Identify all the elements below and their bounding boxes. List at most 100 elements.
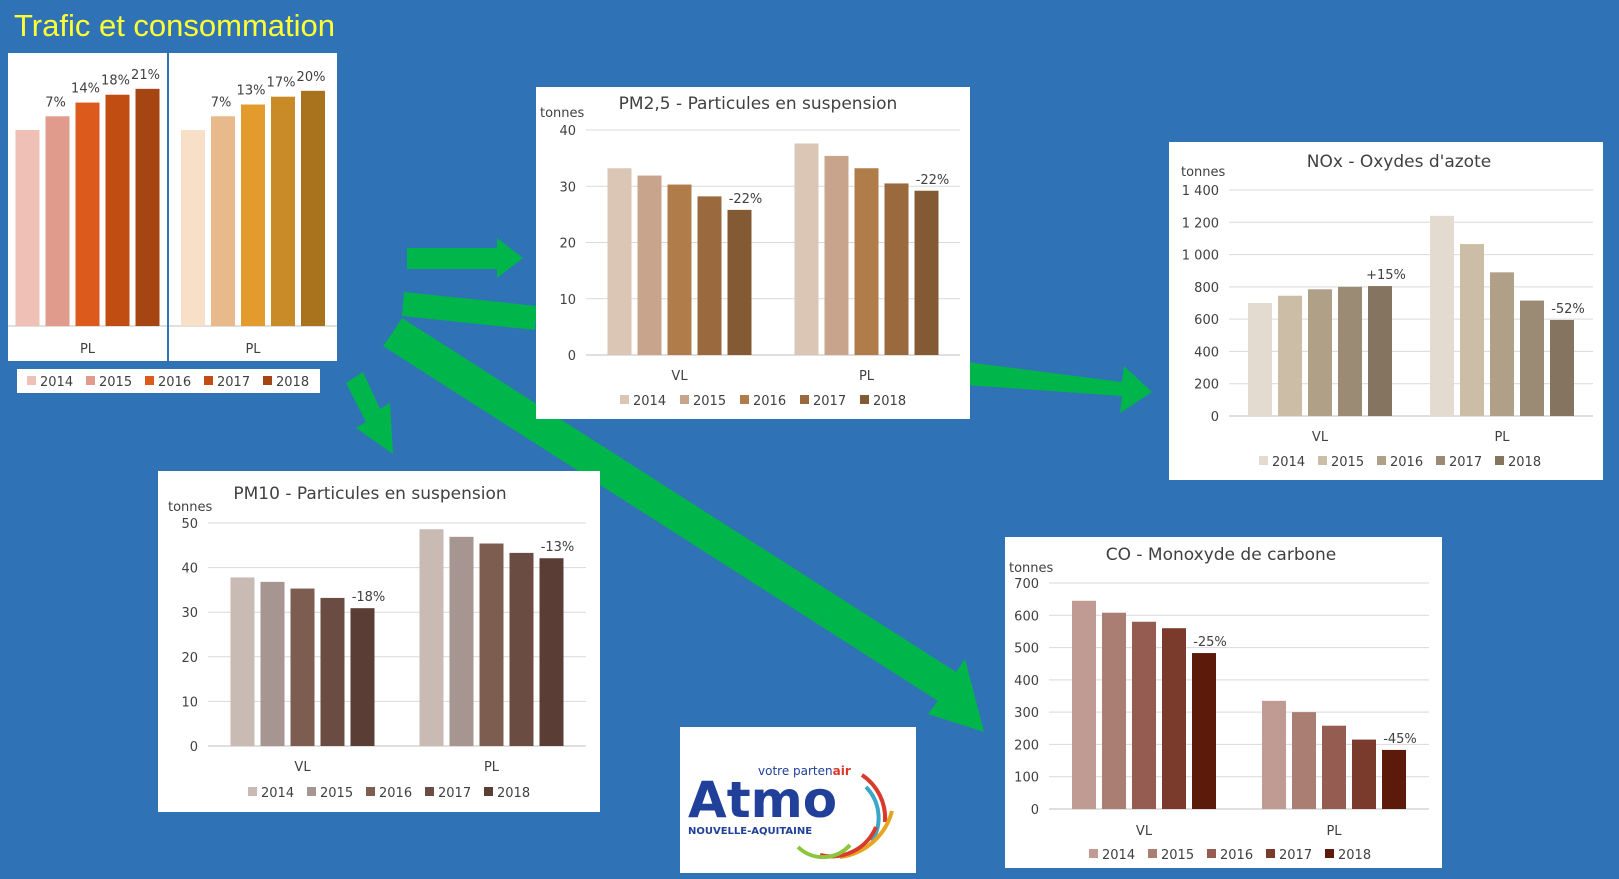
- trafic-legend-swatch: [86, 376, 95, 385]
- pm25-legend-label: 2018: [873, 394, 906, 409]
- co-bar-PL-2018: [1382, 749, 1406, 809]
- nox-bar-VL-2018: [1368, 286, 1392, 416]
- trafic-pl-1-bar-2016: [75, 102, 100, 326]
- pm10-title: PM10 - Particules en suspension: [233, 484, 506, 504]
- co-bar-PL-2016: [1322, 725, 1346, 809]
- trafic-chart-2-panel: 7% 13% 17% 20% PL: [169, 53, 337, 361]
- trafic-legend-label: 2015: [99, 375, 132, 390]
- nox-title: NOx - Oxydes d'azote: [1307, 152, 1491, 172]
- pm25-chart: PM2,5 - Particules en suspension tonnes 0 1…: [540, 94, 960, 409]
- co-ytick: 500: [1014, 642, 1039, 657]
- nox-legend-label: 2015: [1331, 455, 1364, 470]
- trafic-legend-label: 2017: [217, 375, 250, 390]
- trafic-legend-swatch: [145, 376, 154, 385]
- pm25-legend-label: 2016: [753, 394, 786, 409]
- pm10-ylabel: tonnes: [168, 500, 213, 515]
- pm10-bar-PL-2016: [479, 543, 504, 746]
- co-legend-label: 2018: [1338, 848, 1371, 863]
- pm25-title: PM2,5 - Particules en suspension: [619, 94, 898, 114]
- trafic-pl-1-bar-label: 21%: [131, 68, 160, 83]
- pm25-bar-VL-2017: [697, 196, 722, 355]
- pm25-legend-swatch: [800, 395, 809, 404]
- co-bar-VL-2016: [1132, 621, 1156, 809]
- nox-bar-PL-2017: [1520, 300, 1544, 416]
- nox-ytick: 0: [1211, 410, 1219, 425]
- trafic-legend-label: 2014: [40, 375, 73, 390]
- co-bar-PL-2014: [1262, 700, 1286, 809]
- pm10-category-label: VL: [294, 760, 311, 775]
- co-legend-swatch: [1089, 849, 1098, 858]
- pm10-bar-VL-2016: [290, 588, 315, 746]
- pm25-bar-PL-2015: [824, 155, 849, 355]
- co-legend-swatch: [1148, 849, 1157, 858]
- co-legend-swatch: [1325, 849, 1334, 858]
- pm25-ytick: 30: [559, 180, 576, 195]
- trafic-pl-2-bar-2016: [241, 104, 265, 326]
- pm10-legend-label: 2015: [320, 786, 353, 801]
- nox-bar-VL-2014: [1248, 303, 1272, 416]
- nox-legend-label: 2016: [1390, 455, 1423, 470]
- trafic-pl-1-bar-2018: [135, 88, 160, 326]
- pm25-bar-PL-2018: [914, 190, 939, 355]
- pm10-chart: PM10 - Particules en suspension tonnes 0 10…: [168, 484, 586, 801]
- atmo-logo: votre partenair Atmo NOUVELLE-AQUITAINE: [680, 727, 916, 873]
- trafic-pl-1-bar-2017: [105, 94, 130, 326]
- pm10-ytick: 0: [190, 740, 198, 755]
- pm10-bar-PL-2015: [449, 536, 474, 746]
- co-bar-VL-2017: [1162, 628, 1186, 809]
- nox-ytick: 1 200: [1182, 216, 1219, 231]
- trafic-pl-1-bar-label: 18%: [101, 74, 130, 89]
- pm25-legend-label: 2015: [693, 394, 726, 409]
- page-title: Trafic et consommation: [14, 8, 336, 43]
- trafic-legend-swatch: [27, 376, 36, 385]
- pm25-bar-PL-2016: [854, 168, 879, 355]
- trafic-pl-1-bar-label: 7%: [45, 95, 66, 110]
- co-bar-PL-2017: [1352, 739, 1376, 809]
- co-ytick: 700: [1014, 577, 1039, 592]
- trafic-pl-2-bar-label: 13%: [237, 84, 266, 99]
- pm10-ytick: 20: [181, 651, 198, 666]
- pm25-category-label: PL: [859, 369, 875, 384]
- nox-legend-swatch: [1377, 456, 1386, 465]
- co-legend-swatch: [1207, 849, 1216, 858]
- arrow-to-pm25-lower: [402, 292, 537, 330]
- logo-tagline: votre partenair: [758, 764, 851, 778]
- nox-bar-VL-2017: [1338, 286, 1362, 416]
- pm10-legend-label: 2018: [497, 786, 530, 801]
- co-annotation: -45%: [1383, 732, 1417, 747]
- trafic-pl-1-bar-2015: [45, 116, 70, 326]
- co-legend-label: 2015: [1161, 848, 1194, 863]
- pm25-bar-VL-2014: [607, 168, 632, 355]
- pm10-legend-swatch: [307, 787, 316, 796]
- pm10-ytick: 10: [181, 695, 198, 710]
- pm10-bar-PL-2017: [509, 552, 534, 746]
- arrow-to-nox: [966, 362, 1152, 413]
- arrow-to-pm10: [346, 372, 393, 454]
- nox-ytick: 1 400: [1182, 184, 1219, 199]
- co-ytick: 100: [1014, 771, 1039, 786]
- co-chart-panel: CO - Monoxyde de carbone tonnes 0 100 200 300…: [1005, 537, 1442, 868]
- co-bar-PL-2015: [1292, 712, 1316, 809]
- pm10-legend-swatch: [248, 787, 257, 796]
- trafic-legend-label: 2018: [276, 375, 309, 390]
- trafic-pl-2-bar-label: 20%: [297, 70, 326, 85]
- pm25-bar-PL-2017: [884, 183, 909, 355]
- trafic-pl-2-category-label: PL: [245, 342, 261, 357]
- pm25-annotation: -22%: [729, 192, 763, 207]
- pm10-legend-label: 2017: [438, 786, 471, 801]
- pm10-bar-VL-2017: [320, 597, 345, 746]
- pm25-category-label: VL: [671, 369, 688, 384]
- pm25-ylabel: tonnes: [540, 106, 585, 121]
- pm10-ytick: 50: [181, 517, 198, 532]
- co-chart: CO - Monoxyde de carbone tonnes 0 100 200 300…: [1009, 545, 1429, 863]
- trafic-legend: 2014 2015 2016 2017 2018: [17, 369, 320, 393]
- nox-ytick: 400: [1194, 345, 1219, 360]
- co-legend-label: 2014: [1102, 848, 1135, 863]
- co-ytick: 200: [1014, 738, 1039, 753]
- co-ytick: 600: [1014, 609, 1039, 624]
- trafic-pl-1-category-label: PL: [80, 342, 96, 357]
- co-legend-label: 2016: [1220, 848, 1253, 863]
- pm25-ytick: 40: [559, 124, 576, 139]
- nox-legend-swatch: [1259, 456, 1268, 465]
